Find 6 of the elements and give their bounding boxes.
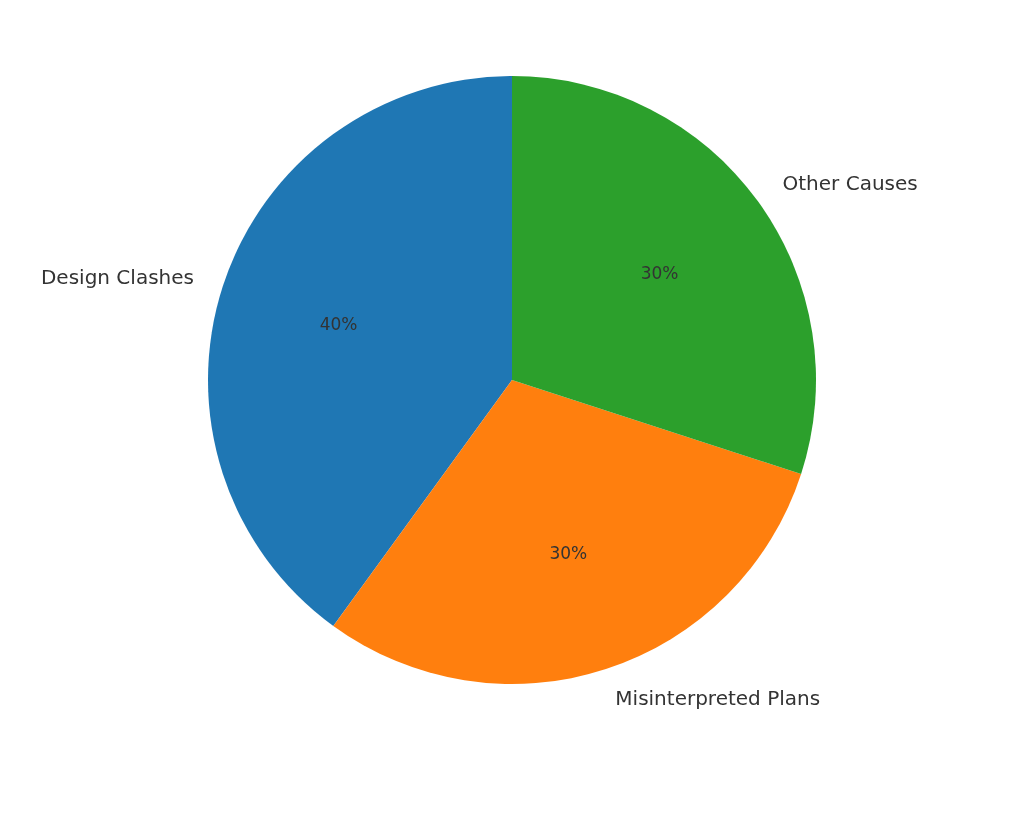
slice-label: Other Causes	[782, 171, 918, 196]
data-label: 30%	[640, 262, 679, 283]
slice-label: Misinterpreted Plans	[615, 686, 821, 711]
data-label: 40%	[319, 313, 358, 334]
slice-label: Design Clashes	[40, 264, 194, 289]
data-label: 30%	[549, 543, 588, 564]
